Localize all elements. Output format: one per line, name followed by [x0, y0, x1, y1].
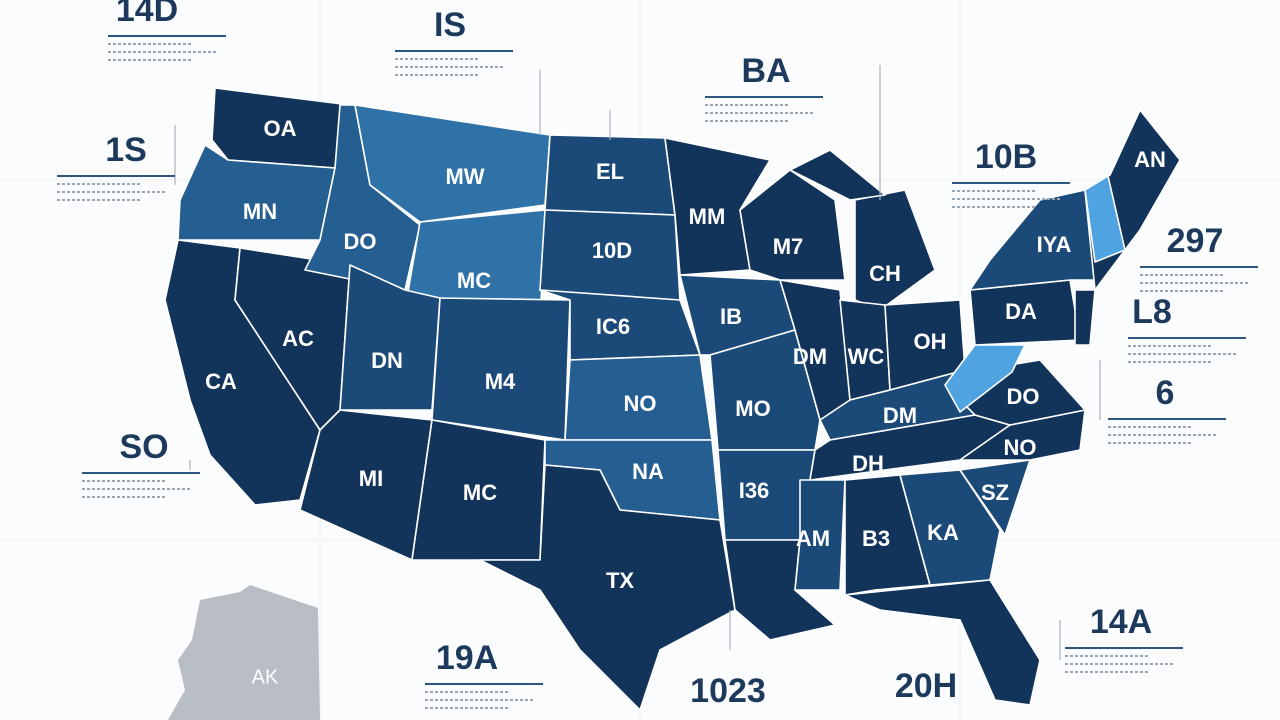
callout-label: 20H: [895, 667, 957, 705]
state-label: M7: [773, 234, 804, 259]
callout-label: 297: [1167, 222, 1224, 260]
state-label: MM: [689, 204, 726, 229]
state-label: MW: [445, 164, 484, 189]
callout-label: BA: [741, 52, 790, 90]
state-label: CA: [205, 369, 237, 394]
callout-label: 1S: [105, 131, 147, 169]
state-label: DM: [883, 403, 917, 428]
state-label: DO: [1007, 384, 1040, 409]
state-label: MC: [463, 480, 497, 505]
callout-label: 6: [1156, 374, 1175, 412]
state-label: 10D: [592, 238, 632, 263]
state-label: DA: [1005, 299, 1037, 324]
state-label: EL: [596, 159, 624, 184]
state-label: KA: [927, 520, 959, 545]
state-label: MO: [735, 396, 770, 421]
state-label: MI: [359, 466, 383, 491]
state-label: AC: [282, 326, 314, 351]
state-label: NA: [632, 459, 664, 484]
state-label: WC: [848, 344, 885, 369]
state-label: AN: [1134, 147, 1166, 172]
alaska-inset: [168, 585, 320, 720]
callout-label: 19A: [436, 639, 498, 677]
state-label: OH: [914, 329, 947, 354]
states: [164, 87, 1181, 711]
callout-label: L8: [1132, 293, 1172, 331]
state-label: AM: [796, 526, 830, 551]
callout-label: 14D: [116, 0, 178, 29]
callout-label: SO: [119, 428, 168, 466]
callout-label: 14A: [1090, 603, 1152, 641]
state-label: IB: [720, 304, 742, 329]
state-label: DO: [344, 229, 377, 254]
inset-label: AK: [252, 666, 279, 688]
state-label: TX: [606, 568, 634, 593]
state-label: CH: [869, 261, 901, 286]
callout-label: 1023: [690, 672, 766, 710]
state-label: OA: [264, 116, 297, 141]
state-label: I36: [739, 478, 770, 503]
callout-label: IS: [434, 6, 466, 44]
state-label: IYA: [1037, 232, 1072, 257]
state-label: SZ: [981, 480, 1009, 505]
state-label: DM: [793, 344, 827, 369]
state-label: NO: [624, 391, 657, 416]
state-label: IC6: [596, 314, 630, 339]
state-label: MC: [457, 268, 491, 293]
state-label: B3: [862, 526, 890, 551]
state-labels: OA MW MN DO MC EL 10D MM M7 CH IC6 IB DM WC OH DA IYA AN C…: [205, 116, 1166, 593]
callouts: 14D IS BA 1S 10B 297 L8 6 SO 14A 19A 1023 20H: [57, 0, 1258, 710]
callout-label: 10B: [975, 138, 1037, 176]
state-label: M4: [485, 369, 516, 394]
state-label: DN: [371, 348, 403, 373]
state-label: MN: [243, 199, 277, 224]
state-label: DH: [852, 451, 884, 476]
state-label: NO: [1004, 435, 1037, 460]
